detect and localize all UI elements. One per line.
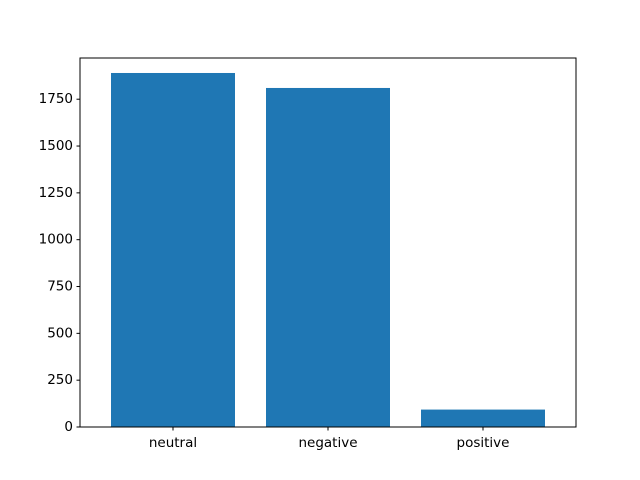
x-tick-label: neutral <box>149 435 197 451</box>
bar-neutral <box>111 72 235 427</box>
plot-frame <box>79 57 577 428</box>
y-tick-label: 1250 <box>39 185 73 201</box>
x-axis-ticks: neutral negative positive <box>149 427 510 451</box>
y-tick-label: 1750 <box>39 91 73 107</box>
bar-negative <box>266 87 390 427</box>
y-tick-label: 250 <box>47 372 73 388</box>
bar-positive <box>421 409 545 427</box>
y-tick-label: 1000 <box>39 232 73 248</box>
y-tick-label: 500 <box>47 325 73 341</box>
y-tick-label: 1500 <box>39 138 73 154</box>
x-tick-label: negative <box>298 435 357 451</box>
y-tick-label: 750 <box>47 279 73 295</box>
x-tick-label: positive <box>457 435 510 451</box>
y-axis-ticks: 0 250 500 750 1000 1250 1500 1750 <box>39 91 80 435</box>
bars-group <box>111 72 545 427</box>
y-tick-label: 0 <box>64 419 73 435</box>
